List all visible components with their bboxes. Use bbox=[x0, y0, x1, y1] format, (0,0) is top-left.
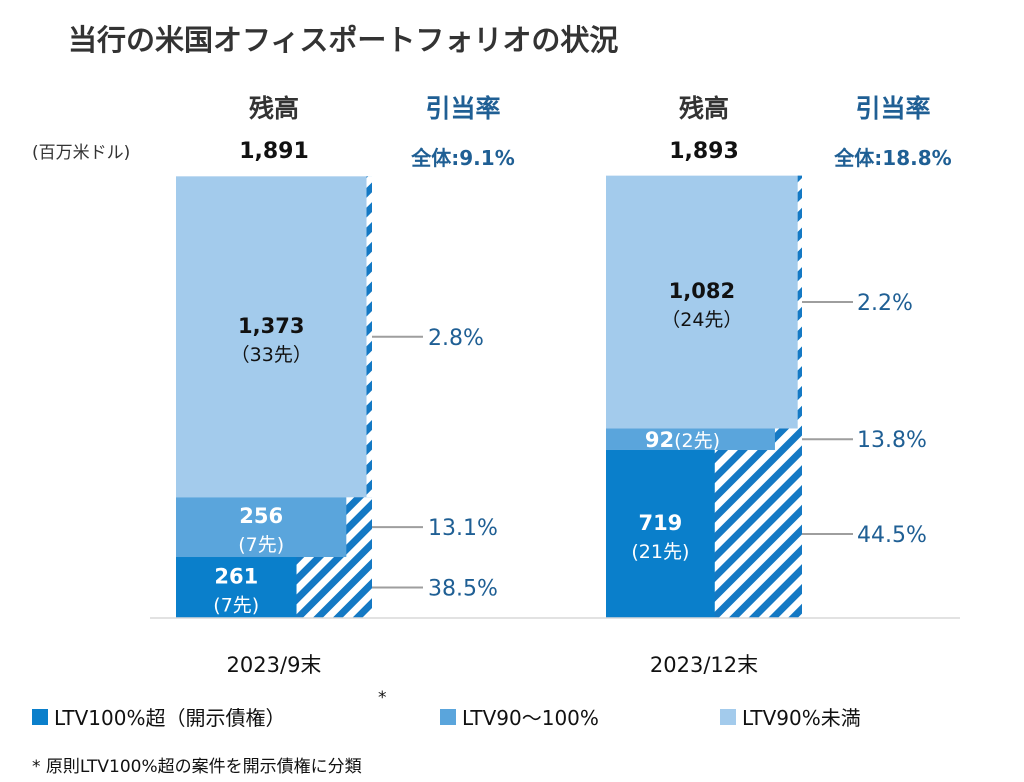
unit-label: (百万米ドル) bbox=[32, 143, 130, 163]
bar-2-balance-header: 残高 bbox=[679, 94, 729, 123]
bar-2-seg-1-count-label: (21先) bbox=[631, 541, 689, 563]
bar-1-seg-2 bbox=[176, 497, 372, 558]
legend-swatch-3 bbox=[720, 709, 736, 725]
bar-2-ratio-header: 引当率 bbox=[855, 94, 930, 123]
bar-2-total-label: 1,893 bbox=[669, 139, 739, 164]
footnote: * 原則LTV100%超の案件を開示債権に分類 bbox=[32, 757, 362, 777]
legend-label-3: LTV90%未満 bbox=[742, 706, 861, 730]
bar-2-seg-1-ratio-label: 44.5% bbox=[857, 523, 927, 548]
bar-1-seg-1-ratio-label: 38.5% bbox=[428, 577, 498, 602]
bar-1-seg-1-value-label: 261 bbox=[214, 565, 258, 589]
bar-1-ratio-header: 引当率 bbox=[425, 94, 500, 123]
bar-1-seg-2-count-label: (7先) bbox=[238, 534, 284, 556]
bar-2-seg-2-provision-hatch bbox=[774, 428, 802, 450]
legend-footnote-mark: * bbox=[378, 688, 387, 708]
bar-2-seg-3-value-label: 1,082 bbox=[669, 279, 735, 303]
bar-2-seg-1-value-label: 719 bbox=[638, 511, 682, 535]
bar-1-seg-2-provision-hatch bbox=[346, 497, 372, 558]
bar-2-seg-3-provision-hatch bbox=[797, 175, 802, 429]
bar-2-category-label: 2023/12末 bbox=[650, 653, 758, 677]
bar-2-seg-2-count-label: (2先) bbox=[674, 430, 720, 452]
bar-1-seg-1-provision-hatch bbox=[296, 557, 372, 618]
bar-2-seg-2 bbox=[606, 428, 802, 450]
bar-1-total-label: 1,891 bbox=[239, 139, 309, 164]
legend-label-2: LTV90～100% bbox=[462, 706, 599, 730]
bar-1-seg-3 bbox=[176, 176, 372, 498]
chart-title: 当行の米国オフィスポートフォリオの状況 bbox=[68, 23, 618, 57]
bar-1-seg-3-count-label: （33先） bbox=[231, 344, 312, 366]
bar-1-seg-2-value-label: 256 bbox=[239, 504, 283, 528]
legend-swatch-2 bbox=[440, 709, 456, 725]
bar-1-seg-1-count-label: (7先) bbox=[213, 595, 259, 617]
legend-swatch-1 bbox=[32, 709, 48, 725]
bar-2-seg-3 bbox=[606, 175, 802, 429]
bar-1-seg-3-ratio-label: 2.8% bbox=[428, 326, 484, 351]
bar-2-seg-3-count-label: （24先） bbox=[661, 309, 742, 331]
bar-2-seg-3-ratio-label: 2.2% bbox=[857, 291, 913, 316]
bar-1-category-label: 2023/9末 bbox=[227, 653, 322, 677]
bar-2-seg-2-ratio-label: 13.8% bbox=[857, 428, 927, 453]
legend-label-1: LTV100%超（開示債権） bbox=[54, 706, 285, 730]
bar-2-seg-1-provision-hatch bbox=[714, 449, 802, 618]
bar-1-balance-header: 残高 bbox=[249, 94, 299, 123]
bar-2-seg-2-value-label: 92(2先) bbox=[645, 428, 720, 452]
bar-1-seg-3-value-label: 1,373 bbox=[238, 314, 304, 338]
bar-1-seg-2-ratio-label: 13.1% bbox=[428, 516, 498, 541]
bar-2-overall-ratio: 全体:18.8% bbox=[833, 146, 951, 170]
bar-1-overall-ratio: 全体:9.1% bbox=[410, 146, 514, 170]
bar-1-seg-3-provision-hatch bbox=[366, 176, 372, 498]
